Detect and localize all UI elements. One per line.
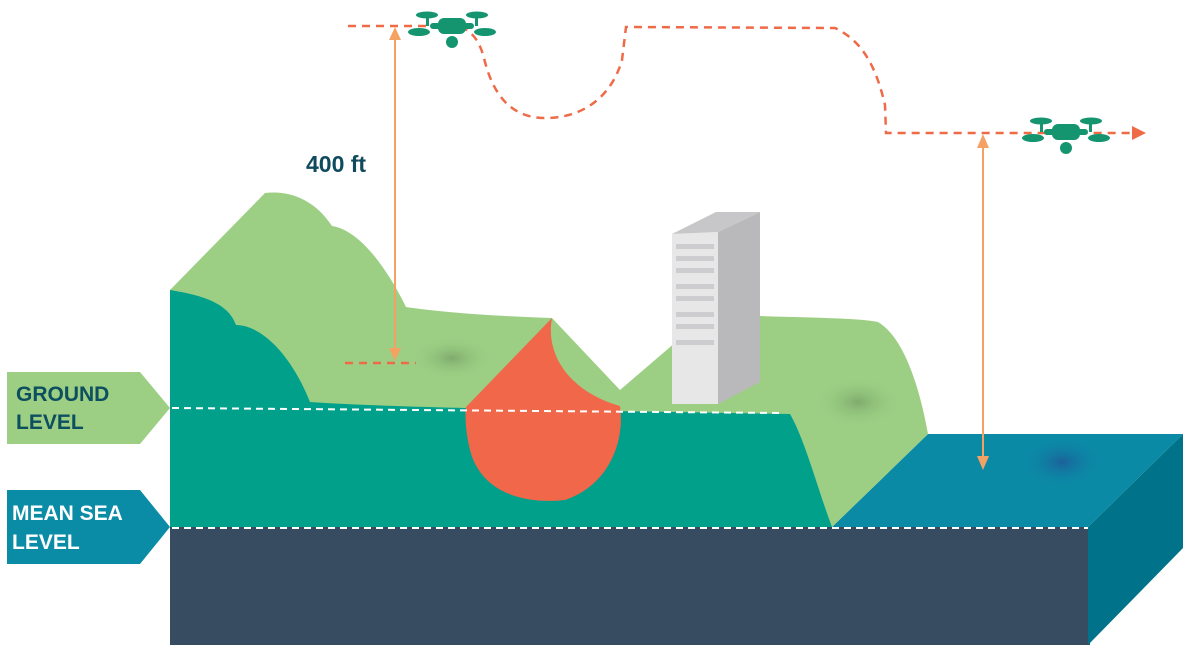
altitude-label: 400 ft (306, 151, 366, 177)
ground-level-line (171, 407, 783, 414)
water-drone-shadow (1020, 436, 1104, 488)
mean-sea-level-label-line2: LEVEL (12, 531, 80, 554)
drone-icon (408, 11, 496, 48)
ground-level-label-line2: LEVEL (16, 411, 84, 434)
water-side-face (1088, 434, 1183, 645)
drone-icon (1022, 117, 1110, 154)
ground-level-tag: GROUND LEVEL (7, 372, 170, 444)
mean-sea-level-tag: MEAN SEA LEVEL (7, 490, 170, 564)
altitude-arrow-left (389, 27, 401, 361)
terrain-shadow-left (410, 336, 494, 380)
ground-level-label-line1: GROUND (16, 383, 109, 406)
terrain-front (170, 290, 832, 527)
terrain-shadow-right (814, 376, 902, 428)
mean-sea-level-label-line1: MEAN SEA (12, 502, 123, 525)
altitude-arrow-right (977, 134, 989, 470)
flight-arrow-head (1132, 126, 1146, 140)
building-icon (672, 212, 760, 404)
depression (465, 318, 621, 501)
flight-path (348, 24, 1132, 135)
sea-level-base (170, 527, 1090, 645)
